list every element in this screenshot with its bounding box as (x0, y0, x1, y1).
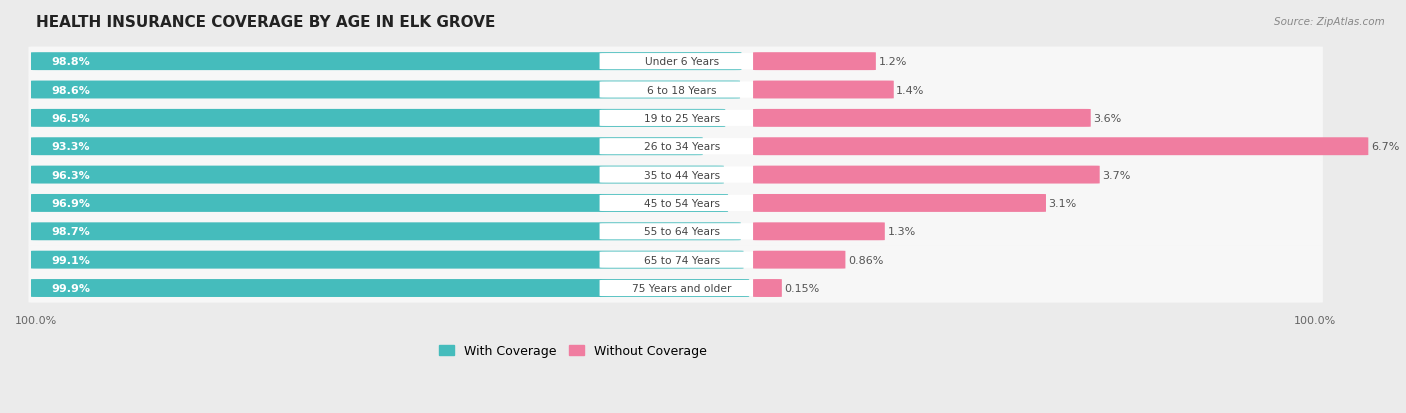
Text: 0.15%: 0.15% (785, 283, 820, 293)
FancyBboxPatch shape (31, 223, 741, 241)
Text: 19 to 25 Years: 19 to 25 Years (644, 114, 720, 123)
FancyBboxPatch shape (754, 166, 1099, 184)
Text: 98.7%: 98.7% (52, 227, 90, 237)
Text: 99.1%: 99.1% (52, 255, 90, 265)
FancyBboxPatch shape (28, 274, 1323, 303)
Text: 3.7%: 3.7% (1102, 170, 1130, 180)
FancyBboxPatch shape (599, 82, 765, 98)
Text: 98.6%: 98.6% (52, 85, 90, 95)
Text: 45 to 54 Years: 45 to 54 Years (644, 199, 720, 209)
Text: 96.3%: 96.3% (52, 170, 90, 180)
Text: 93.3%: 93.3% (52, 142, 90, 152)
Text: 26 to 34 Years: 26 to 34 Years (644, 142, 720, 152)
Text: 98.8%: 98.8% (52, 57, 90, 67)
Text: Under 6 Years: Under 6 Years (645, 57, 718, 67)
Text: 6 to 18 Years: 6 to 18 Years (647, 85, 717, 95)
FancyBboxPatch shape (599, 195, 765, 211)
FancyBboxPatch shape (31, 138, 703, 156)
FancyBboxPatch shape (28, 47, 1323, 77)
FancyBboxPatch shape (28, 132, 1323, 161)
Text: 0.86%: 0.86% (848, 255, 883, 265)
Text: 96.9%: 96.9% (52, 199, 90, 209)
FancyBboxPatch shape (31, 195, 728, 212)
FancyBboxPatch shape (28, 161, 1323, 190)
FancyBboxPatch shape (599, 280, 765, 297)
Legend: With Coverage, Without Coverage: With Coverage, Without Coverage (434, 339, 713, 363)
FancyBboxPatch shape (599, 139, 765, 155)
FancyBboxPatch shape (28, 104, 1323, 133)
FancyBboxPatch shape (31, 279, 749, 297)
Text: 6.7%: 6.7% (1371, 142, 1399, 152)
FancyBboxPatch shape (31, 109, 725, 128)
FancyBboxPatch shape (599, 111, 765, 127)
Text: 65 to 74 Years: 65 to 74 Years (644, 255, 720, 265)
FancyBboxPatch shape (754, 195, 1046, 212)
FancyBboxPatch shape (754, 223, 884, 241)
FancyBboxPatch shape (754, 138, 1368, 156)
FancyBboxPatch shape (31, 81, 740, 99)
FancyBboxPatch shape (599, 167, 765, 183)
FancyBboxPatch shape (754, 251, 845, 269)
FancyBboxPatch shape (31, 251, 744, 269)
FancyBboxPatch shape (28, 76, 1323, 105)
Text: HEALTH INSURANCE COVERAGE BY AGE IN ELK GROVE: HEALTH INSURANCE COVERAGE BY AGE IN ELK … (37, 15, 495, 30)
Text: 35 to 44 Years: 35 to 44 Years (644, 170, 720, 180)
Text: 1.4%: 1.4% (896, 85, 925, 95)
FancyBboxPatch shape (599, 252, 765, 268)
FancyBboxPatch shape (28, 217, 1323, 246)
FancyBboxPatch shape (31, 166, 724, 184)
Text: 96.5%: 96.5% (52, 114, 90, 123)
FancyBboxPatch shape (599, 224, 765, 240)
Text: 55 to 64 Years: 55 to 64 Years (644, 227, 720, 237)
Text: 99.9%: 99.9% (52, 283, 90, 293)
Text: 3.6%: 3.6% (1094, 114, 1122, 123)
FancyBboxPatch shape (28, 189, 1323, 218)
FancyBboxPatch shape (754, 279, 782, 297)
FancyBboxPatch shape (754, 53, 876, 71)
Text: Source: ZipAtlas.com: Source: ZipAtlas.com (1274, 17, 1385, 26)
FancyBboxPatch shape (28, 245, 1323, 275)
FancyBboxPatch shape (31, 53, 741, 71)
Text: 1.3%: 1.3% (887, 227, 915, 237)
FancyBboxPatch shape (599, 54, 765, 70)
Text: 3.1%: 3.1% (1049, 199, 1077, 209)
FancyBboxPatch shape (754, 109, 1091, 128)
Text: 75 Years and older: 75 Years and older (633, 283, 731, 293)
Text: 1.2%: 1.2% (879, 57, 907, 67)
FancyBboxPatch shape (754, 81, 894, 99)
